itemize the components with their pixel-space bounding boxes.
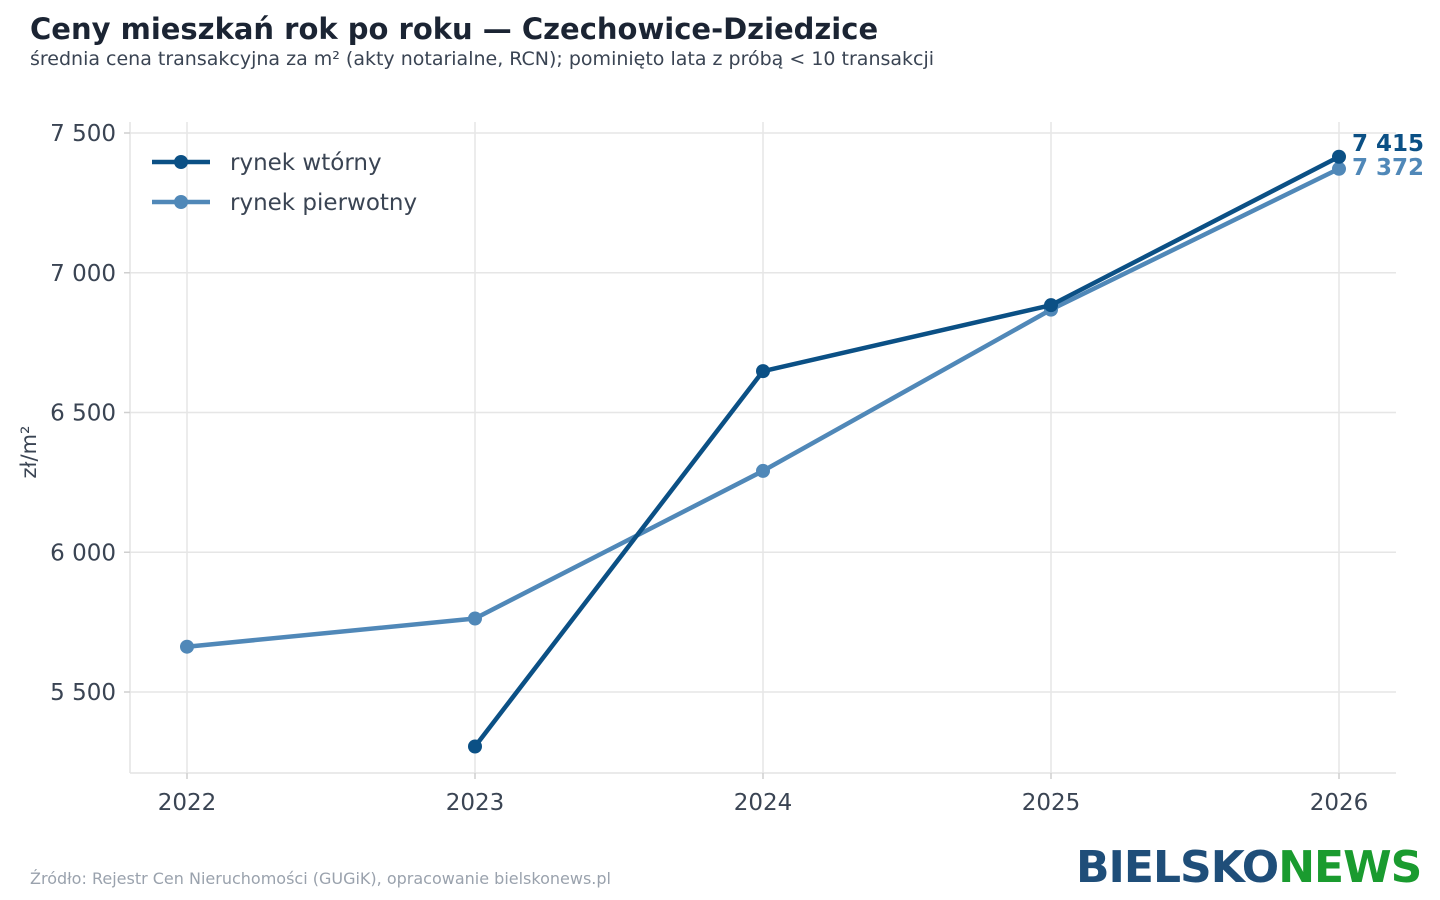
y-axis-label: zł/m² <box>17 426 41 479</box>
x-tick-label: 2022 <box>158 790 217 816</box>
x-tick-label: 2026 <box>1310 790 1369 816</box>
y-tick-label: 7 000 <box>50 261 116 287</box>
bielskonews-logo: BIELSKONEWS <box>1076 842 1422 893</box>
x-tick-label: 2025 <box>1022 790 1081 816</box>
y-tick-label: 5 500 <box>50 680 116 706</box>
y-tick-label: 7 500 <box>50 121 116 147</box>
series-line-wtorny <box>473 154 1341 748</box>
end-value-label: 7 372 <box>1352 155 1424 181</box>
data-point <box>468 739 482 754</box>
legend-label: rynek pierwotny <box>230 190 417 216</box>
data-point <box>1044 298 1058 313</box>
data-point <box>1332 149 1346 164</box>
source-note: Źródło: Rejestr Cen Nieruchomości (GUGiK… <box>30 869 611 888</box>
data-point <box>468 611 482 626</box>
data-point <box>180 639 194 654</box>
data-point <box>756 364 770 379</box>
legend-marker <box>174 195 188 209</box>
chart-title: Ceny mieszkań rok po roku — Czechowice-D… <box>30 12 879 46</box>
legend-label: rynek wtórny <box>230 150 382 176</box>
x-tick-label: 2023 <box>446 790 505 816</box>
y-tick-label: 6 000 <box>50 540 116 566</box>
end-value-label: 7 415 <box>1352 131 1424 157</box>
data-point <box>1332 161 1346 176</box>
legend-marker <box>174 155 188 169</box>
data-point <box>756 463 770 478</box>
chart-subtitle: średnia cena transakcyjna za m² (akty no… <box>30 48 935 70</box>
y-tick-label: 6 500 <box>50 401 116 427</box>
x-tick-label: 2024 <box>734 790 793 816</box>
